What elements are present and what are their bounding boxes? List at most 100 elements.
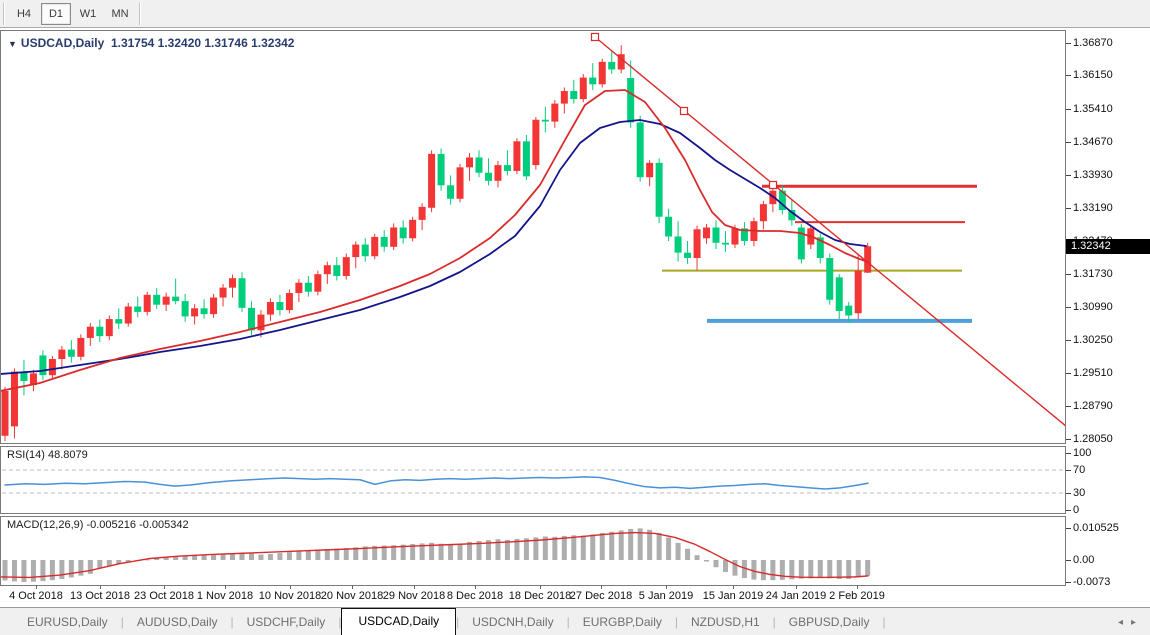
date-axis-label: 8 Dec 2018 bbox=[446, 590, 504, 602]
symbol-tab-usdchf[interactable]: USDCHF,Daily bbox=[246, 615, 326, 629]
symbol-tab-audusd[interactable]: AUDUSD,Daily bbox=[136, 615, 218, 629]
rsi-axis-label: 0 bbox=[1073, 504, 1080, 517]
date-axis-label: 27 Dec 2018 bbox=[569, 590, 633, 602]
date-axis-label: 2 Feb 2019 bbox=[829, 590, 885, 602]
symbol-tab-gbpusd[interactable]: GBPUSD,Daily bbox=[788, 615, 870, 629]
rsi-indicator-label: RSI(14) 48.8079 bbox=[7, 449, 88, 461]
axis-tick bbox=[1066, 581, 1071, 583]
axis-tick bbox=[1066, 75, 1071, 77]
axis-tick bbox=[1066, 470, 1071, 471]
axis-tick bbox=[1066, 208, 1071, 210]
timeframe-button-h4[interactable]: H4 bbox=[16, 7, 32, 20]
price-pane[interactable] bbox=[0, 30, 1066, 444]
date-axis-tick bbox=[290, 585, 291, 589]
rsi-axis-label: 70 bbox=[1073, 464, 1086, 476]
toolbar-divider bbox=[139, 2, 141, 25]
rsi-axis-label: 30 bbox=[1073, 487, 1086, 499]
price-axis-label: 1.33930 bbox=[1073, 168, 1113, 181]
price-axis-label: 1.34670 bbox=[1073, 135, 1113, 148]
rsi-pane[interactable] bbox=[0, 446, 1066, 514]
timeframe-button-w1[interactable]: W1 bbox=[79, 7, 97, 20]
symbol-tab-usdcad[interactable]: USDCAD,Daily bbox=[341, 608, 457, 635]
date-axis-label: 24 Jan 2019 bbox=[765, 590, 827, 602]
macd-axis-label: 0.00 bbox=[1073, 554, 1095, 566]
price-axis-label: 1.35410 bbox=[1073, 102, 1113, 115]
toolbar-divider bbox=[3, 2, 5, 25]
symbol-tab-eurusd[interactable]: EURUSD,Daily bbox=[27, 615, 108, 629]
date-axis-tick bbox=[857, 585, 858, 589]
date-axis-tick bbox=[352, 585, 353, 589]
price-axis-label: 1.28050 bbox=[1073, 432, 1113, 445]
date-axis-label: 5 Jan 2019 bbox=[638, 590, 694, 602]
axis-tick bbox=[1066, 493, 1071, 494]
price-axis-label: 1.30990 bbox=[1073, 300, 1113, 313]
axis-tick bbox=[1066, 452, 1071, 454]
axis-tick bbox=[1066, 108, 1071, 110]
axis-tick bbox=[1066, 306, 1071, 308]
axis-tick bbox=[1066, 141, 1071, 143]
date-axis-label: 13 Oct 2018 bbox=[70, 590, 130, 602]
price-axis-label: 1.28790 bbox=[1073, 399, 1113, 412]
date-axis-tick bbox=[414, 585, 415, 589]
date-axis-tick bbox=[100, 585, 101, 589]
date-axis-label: 23 Oct 2018 bbox=[134, 590, 194, 602]
tab-separator: | bbox=[230, 615, 234, 629]
date-axis-label: 10 Nov 2018 bbox=[258, 590, 322, 602]
axis-tick bbox=[1066, 560, 1071, 561]
date-axis-tick bbox=[666, 585, 667, 589]
price-axis-label: 1.36150 bbox=[1073, 69, 1113, 82]
price-axis-label: 1.36870 bbox=[1073, 37, 1113, 49]
price-axis-label: 1.30250 bbox=[1073, 334, 1113, 347]
date-axis-label: 1 Nov 2018 bbox=[196, 590, 254, 602]
axis-tick bbox=[1066, 174, 1071, 176]
tab-scroll-left-icon[interactable]: ◂ bbox=[1117, 617, 1131, 628]
axis-tick bbox=[1066, 273, 1071, 275]
tab-scroll-right-icon[interactable]: ▸ bbox=[1130, 617, 1144, 628]
symbol-tab-bar: EURUSD,Daily | AUDUSD,Daily | USDCHF,Daily | U… bbox=[0, 607, 1150, 635]
symbol-tab-usdcnh[interactable]: USDCNH,Daily bbox=[472, 615, 554, 629]
price-axis-label: 1.33190 bbox=[1073, 202, 1113, 215]
date-axis-label: 29 Nov 2018 bbox=[382, 590, 446, 602]
date-axis-label: 15 Jan 2019 bbox=[702, 590, 764, 602]
symbol-dropdown-icon[interactable]: ▼ bbox=[8, 39, 17, 49]
axis-tick bbox=[1066, 528, 1071, 530]
tab-separator: | bbox=[338, 615, 342, 629]
axis-tick bbox=[1066, 340, 1071, 342]
price-axis-label: 1.31730 bbox=[1073, 267, 1113, 280]
symbol-tab-eurgbp[interactable]: EURGBP,Daily bbox=[582, 615, 662, 629]
tab-separator: | bbox=[120, 615, 124, 629]
timeframe-button-d1[interactable]: D1 bbox=[41, 2, 71, 25]
date-axis-label: 4 Oct 2018 bbox=[9, 590, 63, 602]
tab-separator: | bbox=[882, 615, 886, 629]
tab-separator: | bbox=[566, 615, 570, 629]
current-price-tag: 1.32342 bbox=[1066, 239, 1150, 255]
symbol-tab-nzdusd[interactable]: NZDUSD,H1 bbox=[690, 615, 760, 629]
axis-tick bbox=[1066, 405, 1071, 407]
date-axis-tick bbox=[601, 585, 602, 589]
axis-tick bbox=[1066, 373, 1071, 375]
date-axis-tick bbox=[540, 585, 541, 589]
date-axis-label: 20 Nov 2018 bbox=[320, 590, 384, 602]
tab-separator: | bbox=[456, 615, 460, 629]
timeframe-toolbar: H4 D1 W1 MN bbox=[0, 0, 1150, 28]
date-axis-tick bbox=[475, 585, 476, 589]
date-axis-tick bbox=[796, 585, 797, 589]
date-axis-tick bbox=[225, 585, 226, 589]
chart-title-ohlc: 1.31754 1.32420 1.31746 1.32342 bbox=[110, 36, 295, 50]
axis-tick bbox=[1066, 510, 1071, 512]
rsi-axis-label: 100 bbox=[1073, 446, 1092, 459]
macd-indicator-label: MACD(12,26,9) -0.005216 -0.005342 bbox=[7, 519, 189, 531]
macd-axis-label: -0.0073 bbox=[1073, 575, 1111, 588]
tab-separator: | bbox=[674, 615, 678, 629]
chart-title-symbol: USDCAD,Daily bbox=[20, 36, 105, 50]
macd-axis-label: 0.010525 bbox=[1073, 522, 1119, 535]
price-axis-label: 1.29510 bbox=[1073, 367, 1113, 380]
axis-tick bbox=[1066, 438, 1071, 440]
timeframe-button-mn[interactable]: MN bbox=[111, 7, 129, 20]
axis-tick bbox=[1066, 43, 1071, 44]
date-axis-label: 18 Dec 2018 bbox=[508, 590, 572, 602]
tab-separator: | bbox=[772, 615, 776, 629]
date-axis-tick bbox=[733, 585, 734, 589]
date-axis-tick bbox=[36, 585, 37, 589]
